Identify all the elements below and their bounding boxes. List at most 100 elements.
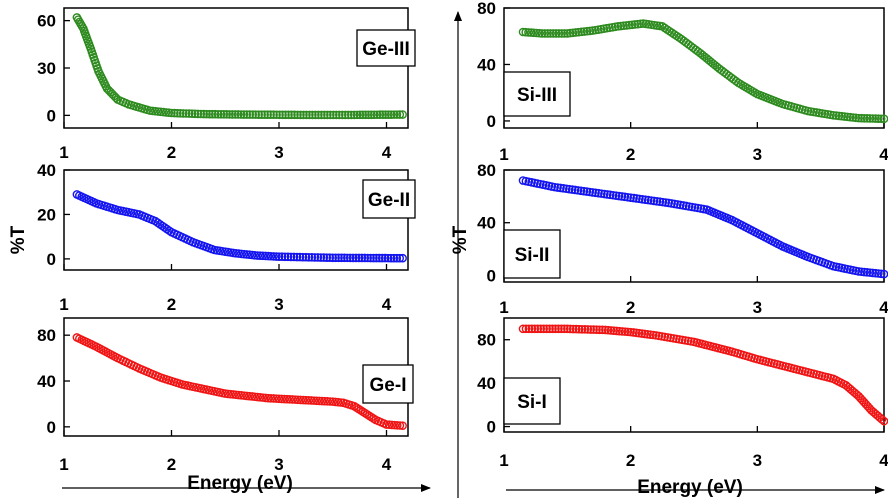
data-point [876, 114, 886, 124]
data-point [266, 251, 276, 261]
left-y-axis-label: %T [8, 225, 29, 254]
data-point [623, 192, 633, 202]
x-tick-label: 4 [382, 295, 392, 314]
data-point [317, 396, 327, 406]
data-point [577, 324, 587, 334]
data-point [548, 324, 557, 334]
data-point [239, 110, 249, 119]
data-point [536, 324, 546, 334]
data-point [545, 324, 554, 334]
data-point [874, 269, 883, 278]
data-point [589, 325, 598, 334]
data-series [72, 13, 407, 120]
data-point [281, 110, 290, 120]
panel-label: Ge-I [370, 375, 407, 396]
data-point [862, 268, 872, 277]
data-point [597, 189, 606, 198]
plot-frame [503, 7, 885, 129]
data-point [343, 253, 352, 263]
x-tick-label: 2 [167, 295, 176, 314]
data-point [222, 110, 231, 119]
data-point [292, 252, 302, 262]
panel-ge-iii: 1 2 3 4 0 30 60 Ge-III [37, 7, 416, 162]
data-point [193, 109, 203, 119]
plot-frame [503, 317, 885, 433]
data-point [309, 396, 319, 405]
x-tick-label: 3 [753, 145, 762, 164]
data-point [619, 21, 628, 31]
data-point [623, 327, 633, 337]
data-point [620, 327, 630, 336]
data-point [263, 251, 273, 261]
data-point [334, 253, 343, 263]
data-point [386, 253, 396, 263]
panel-label-box [503, 229, 561, 279]
data-point [582, 187, 592, 196]
data-point [518, 27, 528, 37]
data-point [574, 324, 584, 334]
data-point [381, 110, 390, 119]
data-point [190, 109, 200, 119]
data-point [854, 267, 863, 276]
data-point [367, 110, 376, 120]
y-tick-label: 30 [37, 59, 56, 78]
y-tick-label: 60 [37, 12, 56, 31]
data-point [269, 110, 278, 120]
x-tick-label: 1 [499, 145, 508, 164]
data-point [613, 22, 623, 31]
data-point [343, 110, 353, 120]
data-point [571, 324, 581, 334]
data-point [225, 110, 234, 119]
data-point [871, 114, 880, 123]
data-point [573, 186, 583, 195]
data-point [609, 326, 619, 335]
x-tick-label: 1 [59, 455, 68, 474]
data-point [533, 324, 543, 334]
x-tick-label: 2 [167, 143, 176, 162]
data-point [874, 114, 883, 123]
panel-label-box [356, 29, 416, 67]
data-point [208, 109, 217, 119]
data-point [380, 253, 390, 263]
data-point [296, 395, 305, 405]
data-point [583, 325, 593, 334]
data-point [316, 253, 326, 262]
data-point [563, 324, 572, 334]
data-point [617, 327, 627, 336]
data-point [263, 110, 272, 120]
data-point [290, 110, 299, 120]
data-point [351, 253, 361, 263]
data-point [548, 29, 558, 38]
data-point [340, 110, 350, 120]
data-point [859, 267, 869, 277]
panel-label-box [362, 179, 416, 219]
data-point [355, 110, 365, 120]
x-tick-label: 1 [59, 143, 68, 162]
data-point [366, 253, 375, 263]
y-tick-label: 40 [477, 55, 496, 74]
x-tick-label: 4 [879, 145, 888, 164]
data-point [272, 394, 281, 403]
data-point [557, 324, 566, 334]
data-point [312, 396, 321, 406]
data-point [630, 20, 640, 29]
y-tick-label: 0 [47, 418, 56, 437]
data-point [361, 110, 370, 120]
panel-label: Si-III [517, 85, 557, 106]
x-tick-label: 4 [879, 451, 888, 470]
data-point [360, 253, 370, 263]
x-tick-label: 3 [274, 295, 283, 314]
y-tick-label: 80 [477, 161, 496, 180]
y-tick-label: 0 [47, 250, 56, 269]
data-point [390, 420, 399, 430]
data-point [857, 267, 866, 277]
data-point [606, 326, 616, 335]
y-tick-label: 0 [487, 112, 496, 131]
data-point [332, 110, 341, 120]
data-point [389, 253, 399, 263]
data-point [319, 253, 329, 262]
data-point [851, 113, 861, 123]
data-point [254, 110, 263, 119]
